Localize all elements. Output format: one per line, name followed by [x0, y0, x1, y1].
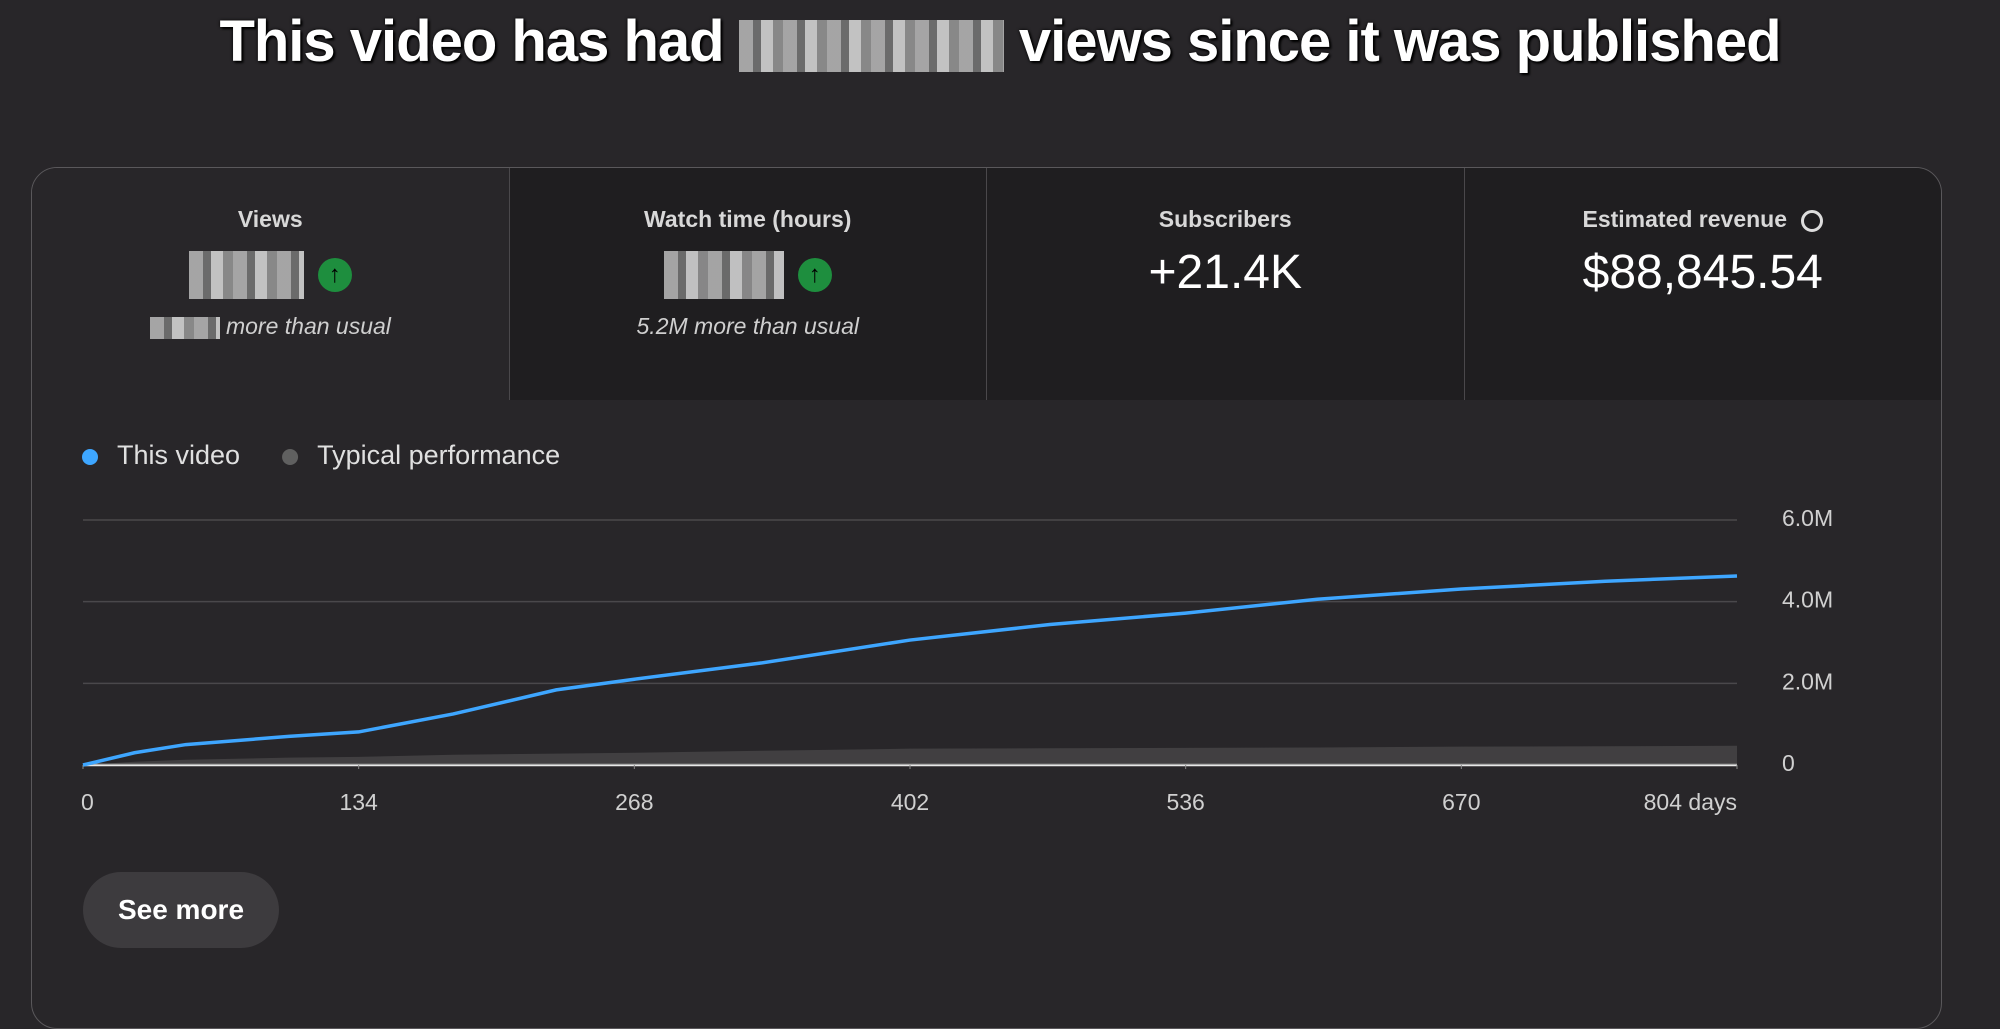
- chart: 0 2.0M 4.0M 6.0M 0 134 268 402 536 670 804 days Thi…: [81, 440, 1833, 815]
- x-tick-label: 670: [1442, 789, 1480, 815]
- x-tick-label: 536: [1166, 789, 1204, 815]
- metric-note: 5.2M more than usual: [636, 313, 859, 339]
- analytics-card: Views ↑ more than usual Watch time (hour…: [31, 167, 1942, 1029]
- metric-value: ↑: [32, 245, 509, 301]
- y-tick-label: 2.0M: [1782, 668, 1833, 694]
- legend-label[interactable]: Typical performance: [317, 440, 560, 470]
- x-tick-label: 134: [339, 789, 378, 815]
- y-tick-label: 6.0M: [1782, 505, 1833, 531]
- metric-label: Views: [237, 206, 303, 232]
- metric-value: +21.4K: [1148, 246, 1302, 299]
- metric-label: Subscribers: [1158, 206, 1292, 232]
- line: [82, 574, 1738, 767]
- metric-value: ↑: [510, 245, 987, 301]
- legend-marker: [282, 449, 299, 465]
- legend-marker: [82, 449, 98, 465]
- metric-value: $88,845.54: [1582, 246, 1823, 299]
- title-text: views since it was published: [1018, 9, 1782, 74]
- x-tick-label: 268: [615, 789, 653, 815]
- metric-row: Views ↑ more than usual Watch time (hour…: [32, 168, 1941, 400]
- page: {"header": {"title_start": "This video h…: [0, 8, 2000, 1029]
- note-text: more than usual: [225, 313, 391, 339]
- legend-label[interactable]: This video: [117, 440, 240, 470]
- metric-label: Watch time (hours): [644, 206, 852, 232]
- x-tick-label: 0: [81, 789, 94, 815]
- area: [83, 745, 1737, 765]
- title-text: This video has had: [219, 9, 724, 74]
- metric-card[interactable]: Views ↑ more than usual: [32, 168, 510, 400]
- metric-card[interactable]: Watch time (hours) ↑ 5.2M more than usua…: [509, 168, 987, 400]
- y-tick-label: 4.0M: [1782, 587, 1833, 613]
- x-tick-label: 402: [891, 789, 929, 815]
- see-more-button[interactable]: See more: [83, 872, 279, 948]
- metric-note: more than usual: [32, 313, 509, 340]
- page-title: This video has had views since it was pu…: [0, 8, 2000, 75]
- metric-label: Estimated revenue: [1465, 206, 1942, 233]
- metric-card[interactable]: Estimated revenue $88,845.54: [1464, 168, 1942, 400]
- y-tick-label: 0: [1782, 750, 1795, 776]
- metric-card[interactable]: Subscribers +21.4K: [987, 168, 1465, 400]
- blurred-count: [738, 19, 1004, 72]
- label-text: Estimated revenue: [1582, 206, 1788, 232]
- x-tick-label: 804 days: [1644, 789, 1737, 815]
